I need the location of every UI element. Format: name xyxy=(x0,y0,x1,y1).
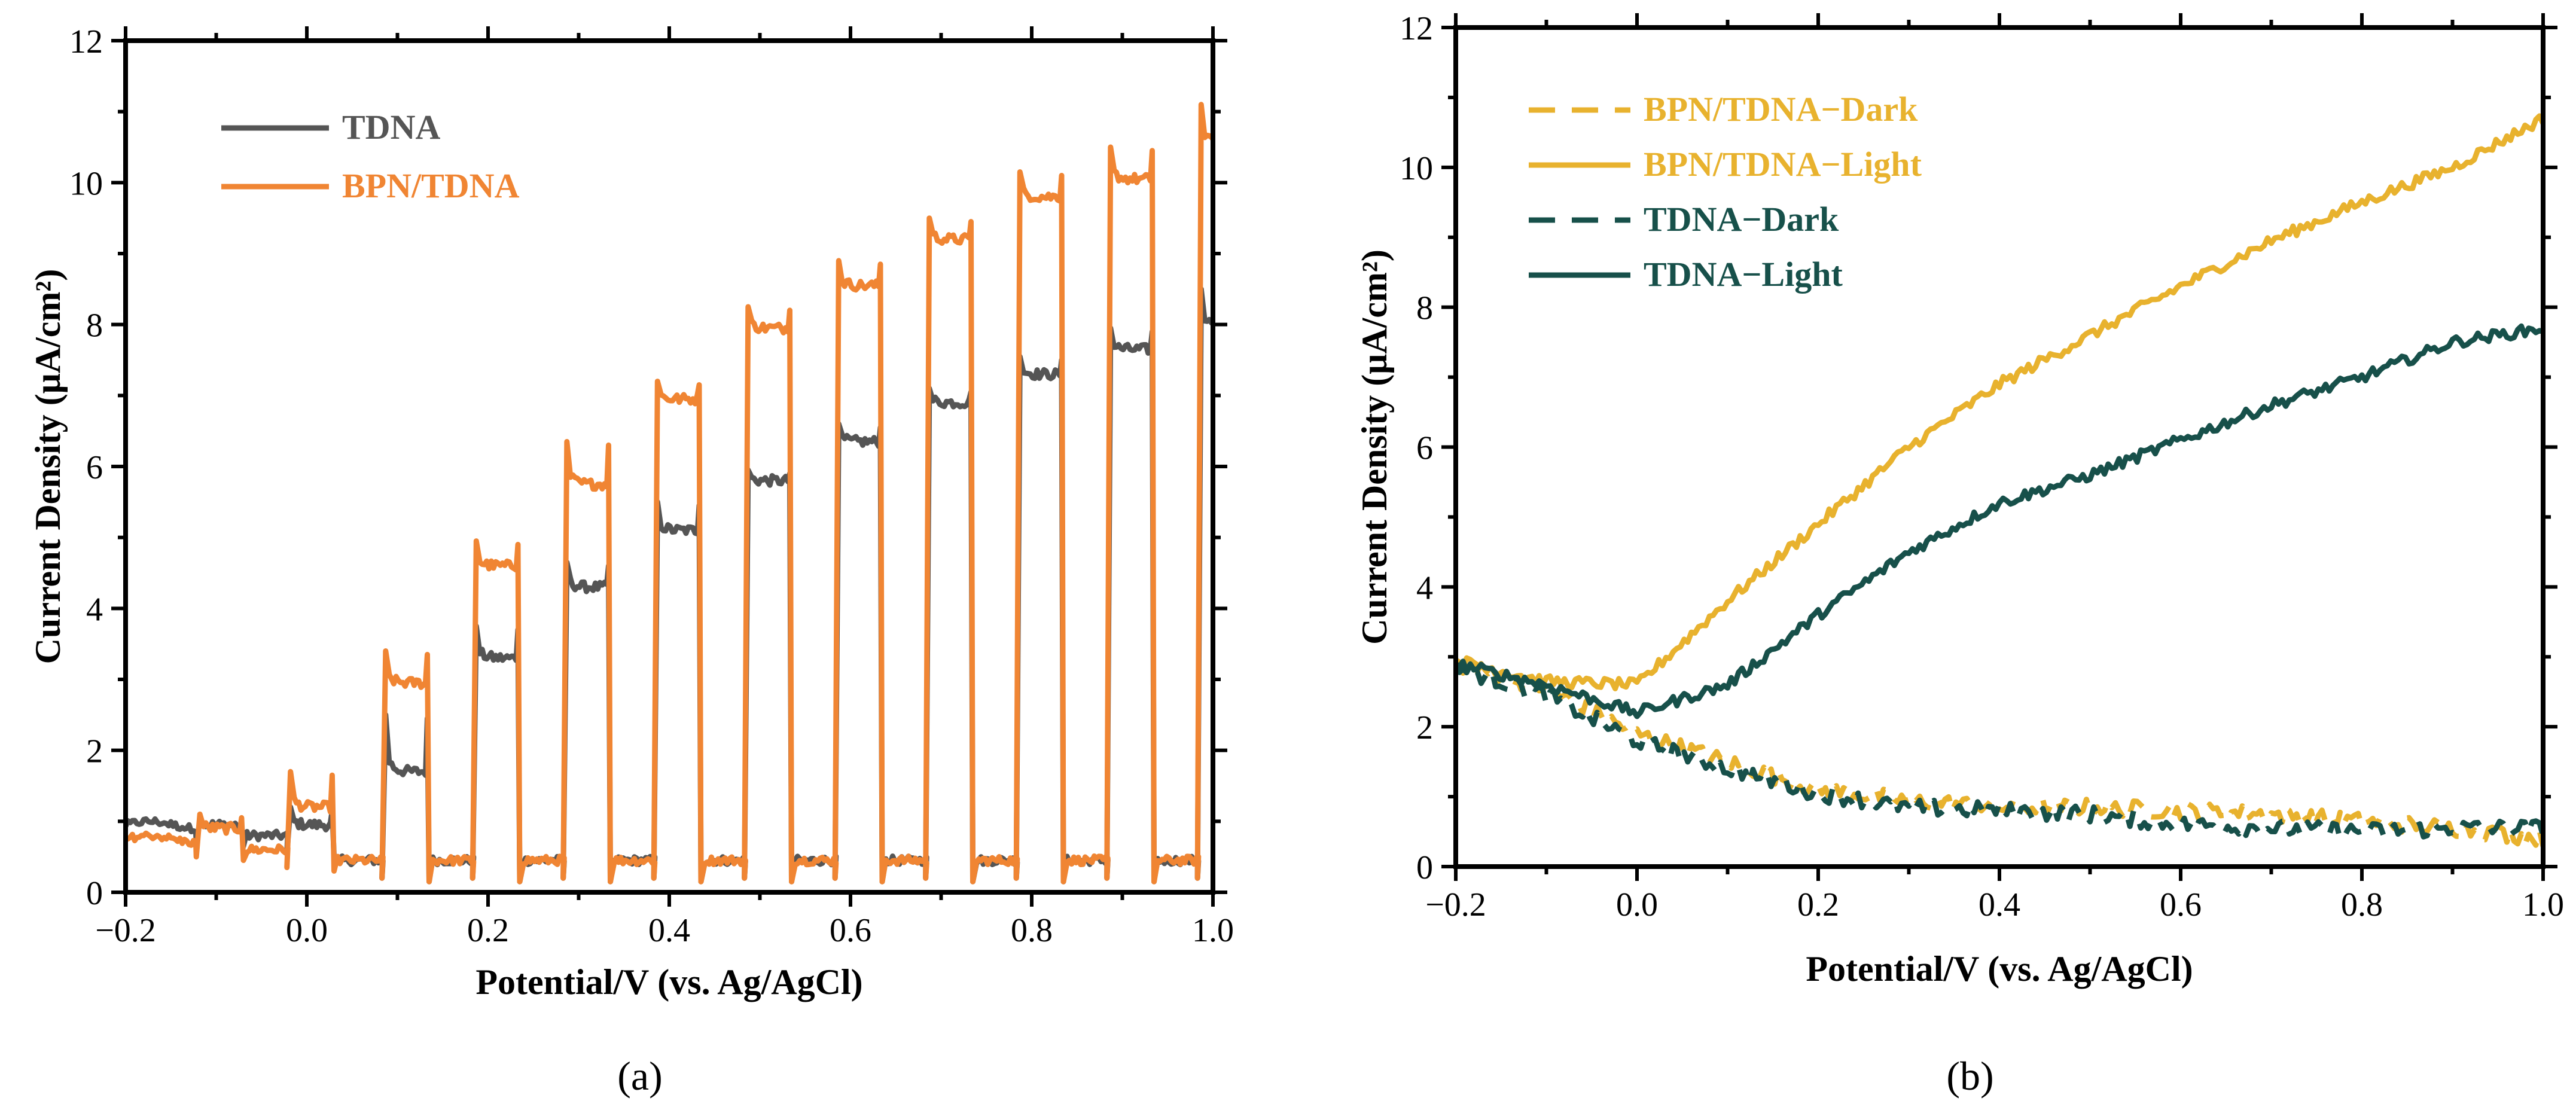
x-tick-label: 1.0 xyxy=(1192,912,1234,949)
y-axis-label: Current Density (μA/cm²) xyxy=(1355,249,1394,645)
x-axis-label: Potential/V (vs. Ag/AgCl) xyxy=(475,962,862,1002)
legend: TDNA BPN/TDNA xyxy=(221,108,520,205)
y-tick-label: 10 xyxy=(69,165,103,202)
y-tick-label: 10 xyxy=(1400,150,1433,187)
y-tick-label: 8 xyxy=(1416,290,1433,327)
x-tick-label: 0.0 xyxy=(1616,886,1658,923)
x-tick-label: 0.6 xyxy=(830,912,871,949)
x-tick-label: 0.8 xyxy=(2341,886,2383,923)
panel-label: (a) xyxy=(617,1053,662,1099)
y-tick-label: 12 xyxy=(69,23,103,60)
panel-a: −0.2 0.0 0.2 0.4 0.6 0.8 1.0 0 2 4 6 8 10 12 Potential… xyxy=(28,23,1234,1099)
x-tick-label: 1.0 xyxy=(2522,886,2564,923)
x-tick-label: 0.4 xyxy=(1979,886,2020,923)
x-tick-label: 0.2 xyxy=(467,912,509,949)
y-tick-label: 12 xyxy=(1400,10,1433,47)
legend-label: BPN/TDNA xyxy=(342,166,520,205)
panel-b: −0.2 0.0 0.2 0.4 0.6 0.8 1.0 0 2 4 6 8 10 12 Potential… xyxy=(1355,10,2564,1099)
y-tick-label: 6 xyxy=(1416,430,1433,467)
y-tick-label: 2 xyxy=(1416,709,1433,746)
x-tick-label: 0.6 xyxy=(2160,886,2202,923)
x-tick-label: 0.4 xyxy=(648,912,690,949)
series-line-tdna xyxy=(126,286,1213,885)
x-tick-label: −0.2 xyxy=(95,912,156,949)
y-tick-label: 8 xyxy=(86,307,103,344)
y-tick-label: 0 xyxy=(86,875,103,912)
y-axis-label: Current Density (μA/cm²) xyxy=(28,269,68,664)
legend-label: TDNA−Light xyxy=(1644,255,1843,294)
y-tick-label: 6 xyxy=(86,449,103,486)
series-line-tdna-light xyxy=(1456,323,2543,719)
x-tick-label: 0.0 xyxy=(286,912,328,949)
legend-label: TDNA xyxy=(342,108,440,147)
legend-label: BPN/TDNA−Light xyxy=(1644,145,1922,184)
legend: BPN/TDNA−Dark BPN/TDNA−Light TDNA−Dark TDNA… xyxy=(1529,90,1922,294)
axes-frame xyxy=(123,38,1215,895)
series-line-bpn-tdna-dark xyxy=(1456,657,2543,848)
series-line-bpn-tdna xyxy=(126,102,1213,885)
y-tick-label: 0 xyxy=(1416,849,1433,886)
x-tick-label: 0.2 xyxy=(1797,886,1839,923)
series-line-bpn-tdna-light xyxy=(1456,113,2543,691)
y-tick-label: 4 xyxy=(1416,569,1433,606)
panel-label: (b) xyxy=(1946,1053,1993,1099)
x-tick-label: −0.2 xyxy=(1425,886,1486,923)
plot-area xyxy=(126,102,1213,885)
series-line-tdna-dark xyxy=(1456,662,2543,842)
legend-label: BPN/TDNA−Dark xyxy=(1644,90,1918,129)
plot-area xyxy=(1456,113,2543,848)
x-tick-label: 0.8 xyxy=(1011,912,1053,949)
y-tick-label: 4 xyxy=(86,591,103,628)
x-axis-label: Potential/V (vs. Ag/AgCl) xyxy=(1806,949,2193,989)
legend-label: TDNA−Dark xyxy=(1644,200,1839,239)
y-tick-label: 2 xyxy=(86,733,103,770)
axes-frame xyxy=(1453,25,2545,869)
